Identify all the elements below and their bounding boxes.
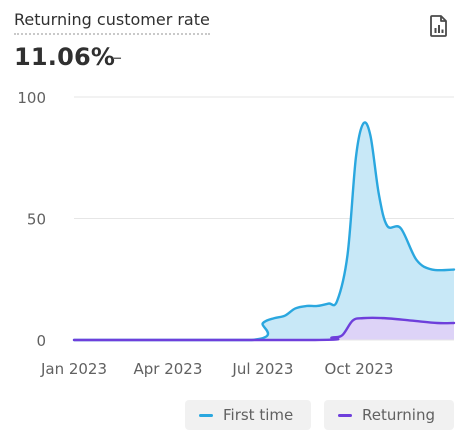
returning-swatch [338,413,352,417]
x-tick-label: Jul 2023 [231,360,293,378]
metric-value: 11.06% [14,43,116,71]
report-icon[interactable] [428,14,450,38]
series-line-first-time [72,121,456,342]
x-tick-label: Jan 2023 [40,360,107,378]
card-title[interactable]: Returning customer rate [14,10,210,35]
x-tick-label: Apr 2023 [134,360,203,378]
y-tick-label: 50 [27,211,46,229]
series-area-first-time [74,122,454,341]
legend-item-first-time[interactable]: First time [185,400,311,430]
metric-change: – [112,45,122,69]
x-tick-label: Oct 2023 [325,360,394,378]
legend-item-returning[interactable]: Returning [324,400,454,430]
y-tick-label: 100 [17,89,46,107]
first-time-swatch [199,413,213,417]
legend-label-returning: Returning [362,406,435,424]
y-tick-label: 0 [36,332,46,350]
series-area-returning [74,317,454,340]
legend-label-first-time: First time [223,406,294,424]
line-chart: 0 50 100 Jan 2023 Apr 2023 Jul 2023 Oct 2023 [17,89,456,378]
series-line-returning [72,316,456,342]
